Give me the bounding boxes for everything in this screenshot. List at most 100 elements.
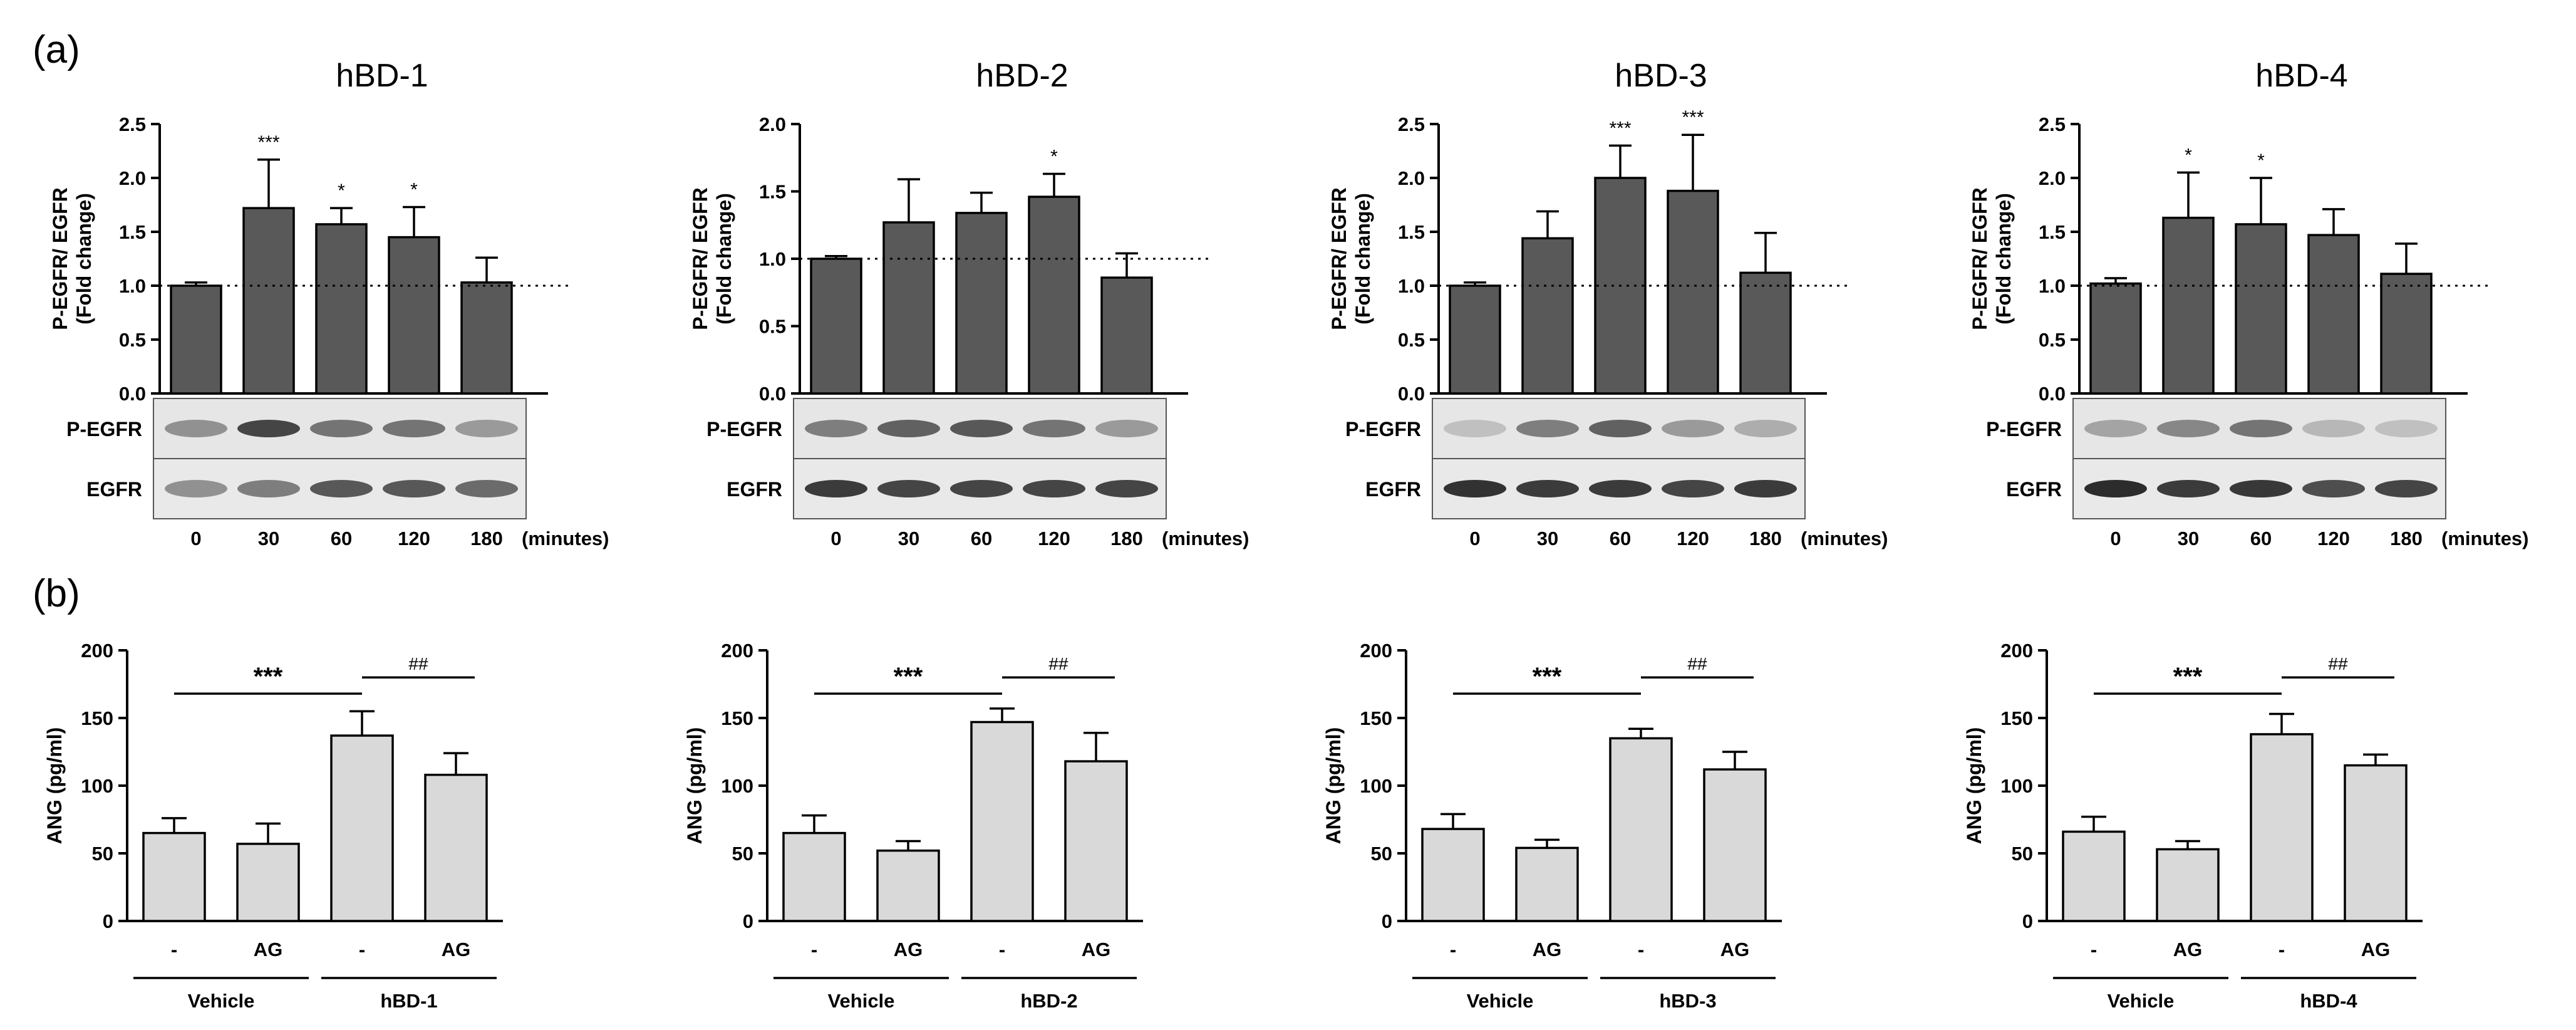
blot-band <box>1662 420 1724 437</box>
group-label-vehicle: Vehicle <box>1467 990 1534 1012</box>
y-axis-label-line: (Fold change) <box>1992 193 2015 325</box>
y-tick-label: 200 <box>721 640 753 662</box>
chart-bottom-2: ANG (pg/ml) 0 50 100 150 200 - AG - AG *** ## Vehicl… <box>683 640 1143 1012</box>
y-axis-label: ANG (pg/ml) <box>683 727 706 845</box>
x-tick-label: 60 <box>331 528 352 549</box>
x-tick-label: 30 <box>258 528 279 549</box>
blot-band <box>805 480 867 497</box>
x-tick-label: - <box>999 939 1005 960</box>
y-axis-label: ANG (pg/ml) <box>1963 727 1985 845</box>
blot-label-p-egfr: P-EGFR <box>66 418 142 440</box>
significance-marker: * <box>338 180 345 201</box>
chart-bottom-1: ANG (pg/ml) 0 50 100 150 200 - AG - AG *** ## Vehicl… <box>43 640 503 1012</box>
bar <box>955 212 1008 395</box>
blot-label-p-egfr: P-EGFR <box>706 418 782 440</box>
chart-top-1: hBD-1 P-EGFR/ EGFR(Fold change) 0.0 0.5 1.0 1… <box>49 58 609 549</box>
bar <box>315 223 368 395</box>
blot-band <box>2302 480 2365 497</box>
blot-label-egfr: EGFR <box>727 478 782 501</box>
bar <box>1667 189 1719 395</box>
x-tick-label: 60 <box>2250 528 2272 549</box>
x-tick-label: 120 <box>398 528 430 549</box>
y-tick-label: 1.5 <box>1398 221 1425 243</box>
y-axis-label-line: (Fold change) <box>1352 193 1374 325</box>
bar <box>424 773 488 922</box>
x-tick-label: AG <box>1720 939 1750 960</box>
x-tick-label: 120 <box>1038 528 1070 549</box>
blot-label-egfr: EGFR <box>2006 478 2062 501</box>
chart-top-3: hBD-3 P-EGFR/ EGFR(Fold change) 0.0 0.5 1.0 1… <box>1328 58 1888 549</box>
y-tick-label: 0.5 <box>119 329 146 351</box>
x-tick-label: 0 <box>190 528 201 549</box>
bar <box>2089 282 2142 395</box>
blot-band <box>1023 420 1085 437</box>
chart-title: hBD-1 <box>336 58 428 94</box>
x-tick-label: AG <box>2361 939 2391 960</box>
bar <box>810 258 862 395</box>
x-tick-label: 180 <box>2390 528 2423 549</box>
blot-label-egfr: EGFR <box>86 478 142 501</box>
bar <box>388 236 440 395</box>
y-axis-label: P-EGFR/ EGFR(Fold change) <box>49 187 95 330</box>
blot-band <box>950 480 1013 497</box>
bar <box>2162 216 2215 395</box>
blot-band <box>310 420 373 437</box>
y-tick-label: 0.0 <box>759 383 786 405</box>
blot-band <box>165 420 227 437</box>
chart-bottom-3: ANG (pg/ml) 0 50 100 150 200 - AG - AG *** ## Vehicl… <box>1322 640 1782 1012</box>
western-blot <box>1432 398 1806 519</box>
blot-band <box>805 420 867 437</box>
group-label-treatment: hBD-3 <box>1659 990 1716 1012</box>
y-tick-label: 2.0 <box>759 113 786 135</box>
chart-top-4: hBD-4 P-EGFR/ EGFR(Fold change) 0.0 0.5 1.0 1… <box>1968 58 2529 549</box>
chart-title: hBD-2 <box>976 58 1068 94</box>
significance-label: *** <box>2173 663 2203 690</box>
chart-title: hBD-4 <box>2255 58 2347 94</box>
y-tick-label: 2.0 <box>2039 167 2066 189</box>
blot-band <box>2375 480 2438 497</box>
x-tick-label: AG <box>1533 939 1562 960</box>
bar <box>460 281 513 395</box>
significance-marker: * <box>2185 145 2192 165</box>
x-tick-label: AG <box>442 939 471 960</box>
bar <box>2380 273 2433 395</box>
group-label-treatment: hBD-1 <box>380 990 437 1012</box>
blot-label-p-egfr: P-EGFR <box>1345 418 1421 440</box>
y-tick-label: 0.5 <box>759 316 786 338</box>
x-tick-label: - <box>2091 939 2097 960</box>
bar <box>2156 848 2220 922</box>
blot-band <box>1095 420 1158 437</box>
y-tick-label: 1.5 <box>759 181 786 203</box>
y-axis-label: ANG (pg/ml) <box>1322 727 1345 845</box>
bar <box>330 734 394 922</box>
hash-label: ## <box>1687 654 1707 674</box>
bar <box>1064 760 1128 922</box>
blot-band <box>2084 420 2147 437</box>
group-label-vehicle: Vehicle <box>188 990 255 1012</box>
minutes-label: (minutes) <box>522 528 609 549</box>
y-tick-label: 1.0 <box>1398 275 1425 297</box>
hash-label: ## <box>2328 654 2348 674</box>
panel-label-a: (a) <box>33 28 80 71</box>
y-tick-label: 0 <box>1382 910 1392 932</box>
chart-title: hBD-3 <box>1615 58 1707 94</box>
charts-container: hBD-1 P-EGFR/ EGFR(Fold change) 0.0 0.5 1.0 1… <box>43 58 2529 1012</box>
bar <box>1028 195 1080 395</box>
y-tick-label: 150 <box>2000 707 2033 729</box>
significance-marker: *** <box>257 132 279 153</box>
bar <box>1449 284 1501 395</box>
x-tick-label: AG <box>1082 939 1111 960</box>
blot-band <box>1589 420 1652 437</box>
bar <box>1100 276 1153 395</box>
y-tick-label: 2.0 <box>119 167 146 189</box>
blot-band <box>455 480 518 497</box>
x-tick-label: 60 <box>1610 528 1631 549</box>
blot-band <box>1023 480 1085 497</box>
blot-band <box>877 420 940 437</box>
group-label-treatment: hBD-2 <box>1020 990 1077 1012</box>
minutes-label: (minutes) <box>1162 528 1249 549</box>
y-tick-label: 0.5 <box>1398 329 1425 351</box>
x-tick-label: 120 <box>2317 528 2350 549</box>
x-tick-label: 30 <box>1537 528 1558 549</box>
